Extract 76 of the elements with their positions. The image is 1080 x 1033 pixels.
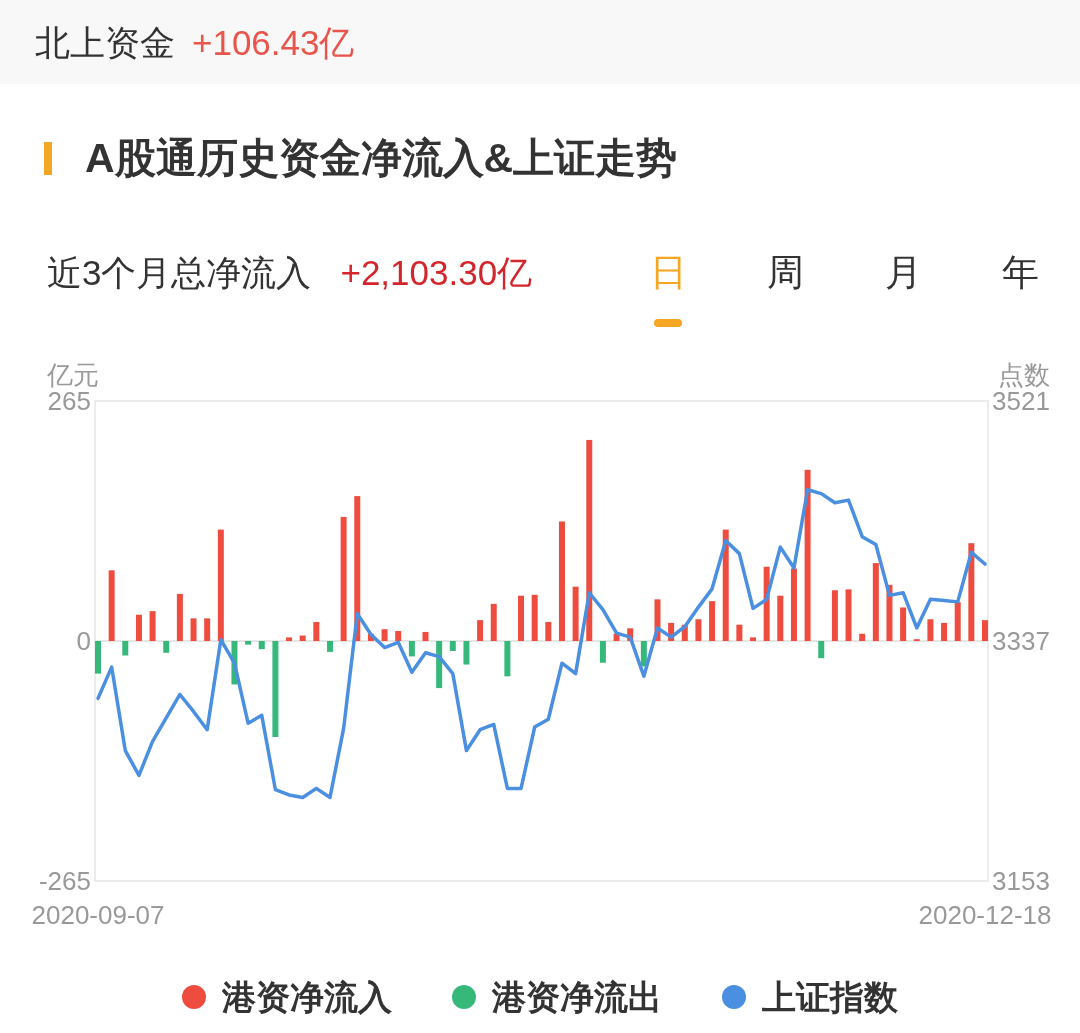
bar — [845, 589, 852, 641]
bar — [122, 641, 129, 656]
bar — [190, 618, 197, 641]
bar — [722, 529, 729, 641]
y-tick-label: 0 — [76, 626, 91, 656]
bar — [558, 521, 565, 641]
bar — [545, 621, 552, 641]
bar — [135, 614, 142, 641]
bar — [859, 633, 866, 641]
bar — [518, 595, 525, 641]
text: +2,103.30亿 — [340, 252, 533, 292]
legend-label: 港资净流入 — [221, 978, 393, 1016]
y2-tick-label: 3337 — [992, 626, 1050, 656]
bar — [381, 629, 388, 641]
bar — [640, 641, 647, 667]
bar — [408, 641, 415, 657]
bar — [790, 568, 797, 641]
bar — [941, 622, 948, 641]
bar — [982, 620, 988, 641]
text: +106.43亿 — [192, 22, 355, 62]
bar — [326, 641, 333, 652]
bar — [504, 641, 511, 677]
bar — [968, 543, 975, 641]
bar — [204, 618, 211, 641]
bar — [149, 611, 156, 641]
bar — [872, 563, 879, 641]
bar — [395, 631, 402, 641]
y2-tick-label: 3153 — [992, 866, 1050, 896]
text: 日 — [649, 251, 687, 293]
bar — [436, 641, 443, 689]
bar — [750, 637, 757, 641]
bar — [599, 641, 606, 663]
bar — [490, 603, 497, 641]
bar — [108, 570, 115, 641]
bar — [954, 602, 961, 641]
bar — [900, 607, 907, 641]
x-tick-label: 2020-12-18 — [918, 900, 1052, 930]
bar — [695, 619, 702, 641]
y2-axis-title: 点数 — [998, 360, 1050, 390]
bar — [736, 624, 743, 641]
bar — [340, 516, 347, 641]
bar — [818, 641, 825, 659]
bar — [831, 590, 838, 641]
bar — [804, 469, 811, 641]
bar — [272, 641, 279, 737]
bar — [163, 641, 170, 653]
text: 月 — [884, 251, 922, 293]
y-tick-label: -265 — [38, 866, 91, 896]
line-series — [96, 487, 987, 800]
text: 年 — [1001, 251, 1039, 293]
bar — [176, 593, 183, 641]
bar — [245, 641, 252, 645]
bar — [258, 641, 265, 650]
bar — [463, 641, 470, 665]
y-axis-title: 亿元 — [46, 360, 99, 390]
chart-title: A股通历史资金净流入&上证走势 — [85, 135, 678, 181]
bar — [449, 641, 456, 651]
bar — [586, 439, 593, 641]
bar — [286, 637, 293, 641]
legend-label: 上证指数 — [761, 978, 899, 1016]
text: 周 — [766, 251, 804, 293]
bar — [422, 631, 429, 641]
bar — [313, 621, 320, 641]
text: 近3个月总净流入 — [47, 252, 312, 292]
x-tick-label: 2020-09-07 — [31, 900, 165, 930]
legend-label: 港资净流出 — [491, 978, 662, 1016]
bar — [95, 641, 101, 674]
bar — [477, 620, 484, 641]
text: 北上资金 — [35, 22, 175, 62]
bar — [299, 635, 306, 641]
bar — [709, 601, 716, 641]
bar — [572, 586, 579, 641]
bar — [927, 619, 934, 641]
bar — [217, 529, 224, 641]
bar — [531, 594, 538, 641]
bar — [777, 595, 784, 641]
